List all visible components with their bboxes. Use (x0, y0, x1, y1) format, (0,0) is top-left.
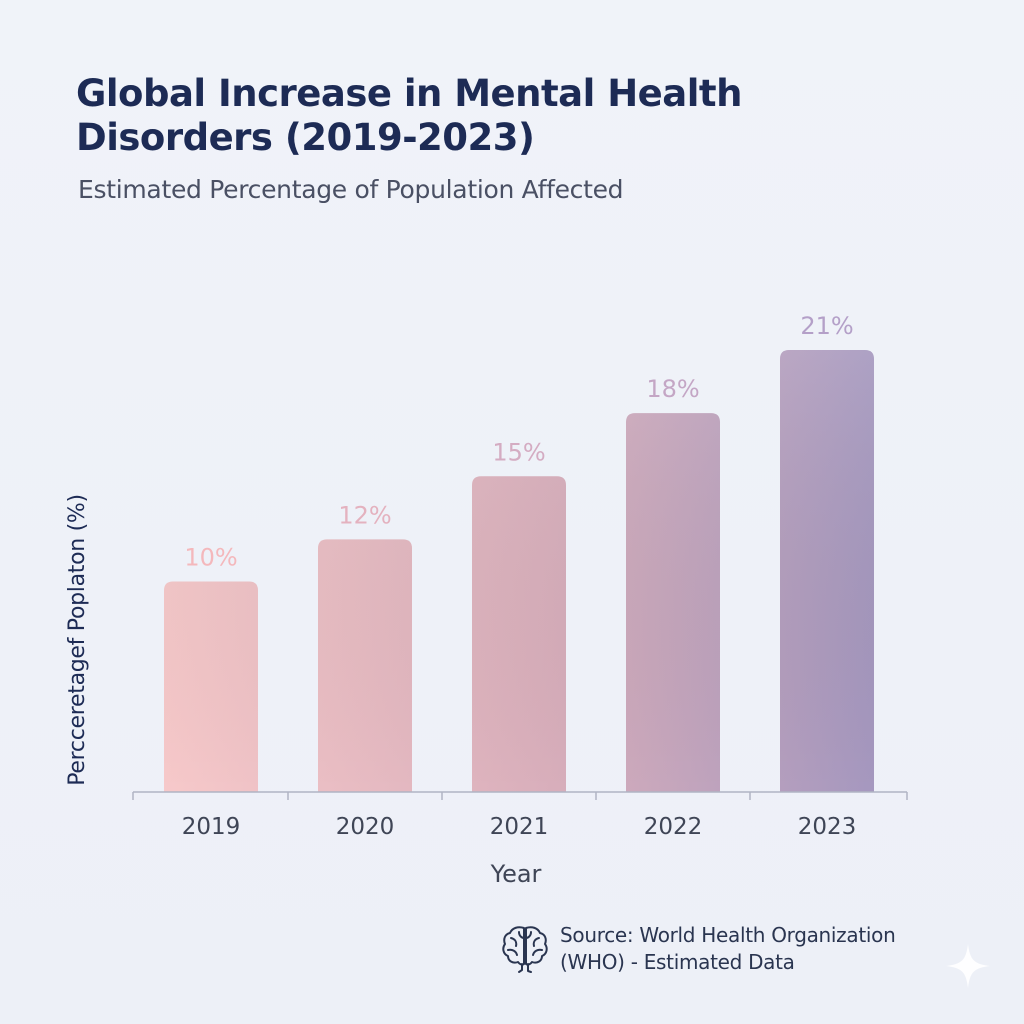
source-note: Source: World Health Organization (WHO) … (500, 922, 910, 979)
sparkle-icon (946, 944, 990, 988)
bar-shade-2023 (780, 350, 874, 792)
data-label-2022: 18% (646, 375, 699, 403)
x-axis-label: Year (490, 860, 542, 888)
source-text: Source: World Health Organization (WHO) … (560, 923, 896, 974)
data-label-2019: 10% (184, 544, 237, 572)
bar-shade-2021 (472, 476, 566, 792)
x-tick-label-2022: 2022 (644, 814, 703, 840)
chart-subtitle: Estimated Percentage of Population Affec… (78, 175, 624, 204)
x-tick-label-2020: 2020 (336, 814, 395, 840)
y-axis-label: Percceretagef Poplaton (%) (65, 494, 90, 786)
data-label-2021: 15% (492, 438, 545, 466)
data-label-2020: 12% (338, 501, 391, 529)
chart-title: Global Increase in Mental Health Disorde… (76, 72, 742, 159)
x-tick-label-2021: 2021 (490, 814, 549, 840)
brain-icon (500, 922, 550, 979)
x-tick-label-2023: 2023 (798, 814, 857, 840)
bar-shade-2022 (626, 413, 720, 792)
bar-shade-2020 (318, 539, 412, 792)
bar-shade-2019 (164, 581, 258, 792)
data-label-2023: 21% (800, 312, 853, 340)
x-tick-label-2019: 2019 (182, 814, 241, 840)
